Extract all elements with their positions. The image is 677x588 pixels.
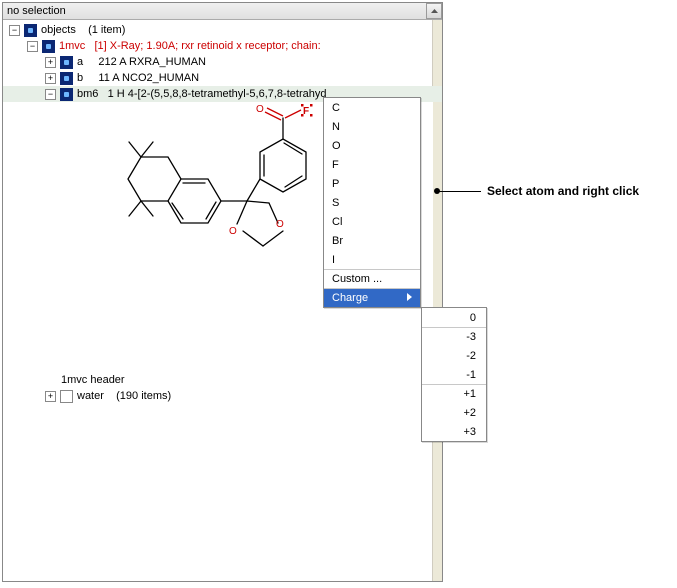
menu-item-P[interactable]: P: [324, 174, 420, 193]
tree-water[interactable]: + water (190 items): [3, 388, 442, 404]
menu-item-charge[interactable]: Charge: [324, 288, 420, 307]
svg-text:O: O: [229, 226, 237, 237]
chain-a-meta: 212 A RXRA_HUMAN: [98, 56, 206, 68]
menu-item-O[interactable]: O: [324, 136, 420, 155]
chain-a-id: a: [77, 56, 83, 68]
callout-text: Select atom and right click: [487, 184, 639, 198]
chain-b-id: b: [77, 72, 83, 84]
water-label: water: [77, 390, 104, 402]
menu-item-C[interactable]: C: [324, 98, 420, 117]
expander-minus-icon[interactable]: −: [9, 25, 20, 36]
charge-neg2[interactable]: -2: [422, 346, 486, 365]
menu-item-N[interactable]: N: [324, 117, 420, 136]
tree-panel: no selection − objects (1 item) − 1mvc […: [2, 2, 443, 582]
expander-plus-icon[interactable]: +: [45, 57, 56, 68]
charge-submenu: 0 -3 -2 -1 +1 +2 +3: [421, 307, 487, 442]
chain-b-meta: 11 A NCO2_HUMAN: [98, 72, 199, 84]
node-icon: [60, 56, 73, 69]
expander-minus-icon[interactable]: −: [27, 41, 38, 52]
header-link-label: 1mvc header: [61, 374, 125, 386]
menu-item-custom[interactable]: Custom ...: [324, 269, 420, 288]
water-meta: (190 items): [116, 390, 171, 402]
charge-pos3[interactable]: +3: [422, 422, 486, 441]
ligand-id: bm6: [77, 88, 98, 100]
pdb-meta: [1] X-Ray; 1.90A; rxr retinoid x recepto…: [94, 40, 320, 52]
node-icon: [24, 24, 37, 37]
charge-pos1[interactable]: +1: [422, 384, 486, 403]
node-icon: [60, 72, 73, 85]
charge-neg1[interactable]: -1: [422, 365, 486, 384]
tree-root-objects[interactable]: − objects (1 item): [3, 22, 442, 38]
svg-text:O: O: [276, 219, 284, 230]
ligand-meta: 1 H 4-[2-(5,5,8,8-tetramethyl-5,6,7,8-te…: [108, 88, 327, 100]
charge-0[interactable]: 0: [422, 308, 486, 327]
menu-item-F[interactable]: F: [324, 155, 420, 174]
tree-chain-b[interactable]: + b 11 A NCO2_HUMAN: [3, 70, 442, 86]
expander-plus-icon[interactable]: +: [45, 73, 56, 84]
charge-neg3[interactable]: -3: [422, 327, 486, 346]
panel-header: no selection: [3, 3, 442, 20]
menu-item-S[interactable]: S: [324, 193, 420, 212]
tree-root-meta: (1 item): [88, 24, 125, 36]
checkbox-icon[interactable]: [60, 390, 73, 403]
menu-charge-label: Charge: [332, 292, 368, 304]
svg-text:O: O: [256, 104, 264, 115]
tree-pdb-entry[interactable]: − 1mvc [1] X-Ray; 1.90A; rxr retinoid x …: [3, 38, 442, 54]
menu-item-Cl[interactable]: Cl: [324, 212, 420, 231]
scroll-up-button[interactable]: [426, 3, 442, 19]
tree-root-label: objects: [41, 24, 76, 36]
atom-context-menu: C N O F P S Cl Br I Custom ... Charge: [323, 97, 421, 308]
panel-title: no selection: [7, 5, 66, 17]
submenu-arrow-icon: [407, 292, 412, 304]
node-icon: [60, 88, 73, 101]
pdb-id: 1mvc: [59, 40, 85, 52]
menu-item-I[interactable]: I: [324, 250, 420, 269]
menu-item-Br[interactable]: Br: [324, 231, 420, 250]
tree-header-link[interactable]: 1mvc header: [3, 372, 442, 388]
charge-pos2[interactable]: +2: [422, 403, 486, 422]
tree-chain-a[interactable]: + a 212 A RXRA_HUMAN: [3, 54, 442, 70]
callout-line: [437, 191, 481, 192]
expander-plus-icon[interactable]: +: [45, 391, 56, 402]
svg-text:F: F: [303, 106, 309, 117]
node-icon: [42, 40, 55, 53]
expander-minus-icon[interactable]: −: [45, 89, 56, 100]
